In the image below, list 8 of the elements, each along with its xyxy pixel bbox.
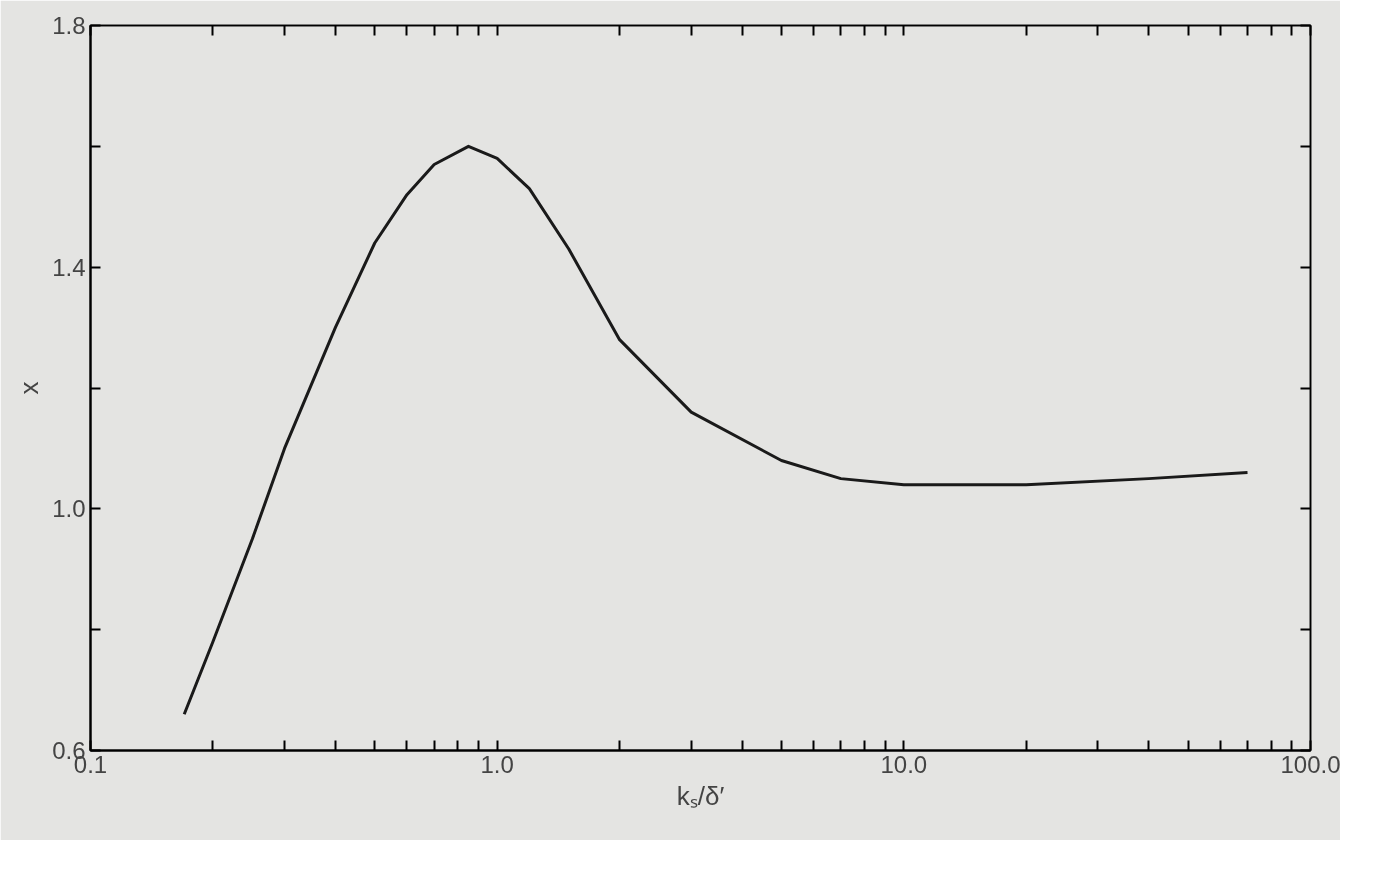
x-tick-label: 1.0: [480, 750, 514, 778]
y-tick-label: 1.8: [52, 12, 86, 39]
x-tick-label: 100.0: [1280, 750, 1341, 778]
x-axis-title: kₛ/δ′: [676, 780, 725, 811]
y-tick-label: 1.0: [52, 495, 86, 523]
y-tick-label: 1.4: [52, 253, 86, 281]
x-tick-label: 10.0: [880, 750, 928, 778]
y-axis-title: x: [14, 381, 45, 395]
